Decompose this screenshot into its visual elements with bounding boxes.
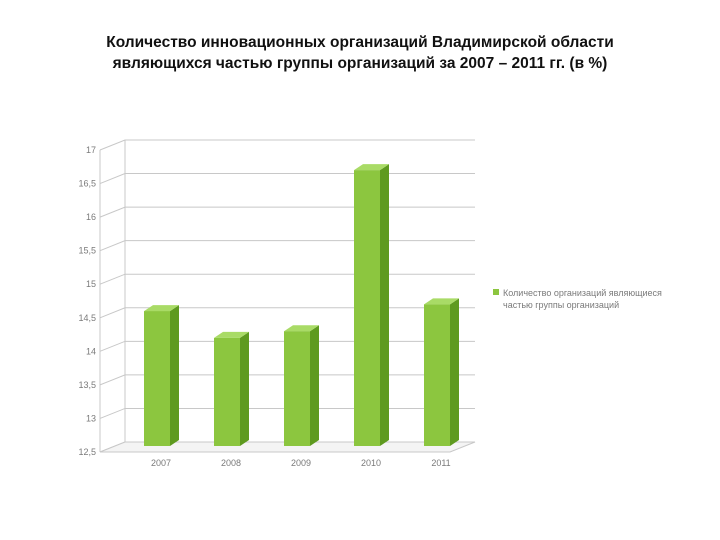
legend-swatch <box>493 289 499 295</box>
y-tick-label: 13,5 <box>78 380 96 390</box>
legend-label-line-2: частью группы организаций <box>503 300 619 310</box>
bar-front <box>144 311 170 446</box>
bar-side <box>240 331 249 446</box>
x-tick-label: 2010 <box>361 458 381 468</box>
bar-top <box>214 331 249 338</box>
bar-front <box>214 337 240 446</box>
y-tick-label: 14,5 <box>78 313 96 323</box>
bar <box>214 331 249 446</box>
gridline <box>99 173 475 185</box>
bar-front <box>354 170 380 446</box>
bar-side <box>310 325 319 446</box>
chart-title: Количество инновационных организаций Вла… <box>60 32 660 74</box>
gridline <box>99 206 475 218</box>
bar-top <box>144 305 179 312</box>
gridline <box>99 273 475 285</box>
x-tick-label: 2009 <box>291 458 311 468</box>
y-tick-label: 13 <box>86 413 96 423</box>
y-tick-label: 15,5 <box>78 246 96 256</box>
bar <box>144 305 179 446</box>
x-tick-label: 2008 <box>221 458 241 468</box>
bar-top <box>354 164 389 171</box>
y-tick-label: 17 <box>86 145 96 155</box>
y-tick-label: 16,5 <box>78 179 96 189</box>
x-tick-labels: 2007 2008 2009 2010 2011 <box>151 458 451 468</box>
bar-top <box>424 298 459 305</box>
y-tick-label: 15 <box>86 279 96 289</box>
bar-top <box>284 325 319 332</box>
chart-title-line-2: являющихся частью группы организаций за … <box>112 55 608 72</box>
bar-side <box>170 305 179 446</box>
bar-front <box>284 331 310 446</box>
y-tick-label: 16 <box>86 212 96 222</box>
bar <box>424 298 459 446</box>
legend-label-line-1: Количество организаций являющиеся <box>503 288 662 298</box>
legend: Количество организаций являющиеся частью… <box>493 288 662 310</box>
y-tick-label: 14 <box>86 346 96 356</box>
gridline <box>99 139 475 151</box>
bars <box>144 164 459 446</box>
chart-title-line-1: Количество инновационных организаций Вла… <box>106 34 614 51</box>
x-tick-label: 2007 <box>151 458 171 468</box>
bar <box>354 164 389 446</box>
x-tick-label: 2011 <box>431 458 450 468</box>
bar-front <box>424 304 450 446</box>
bar-side <box>450 298 459 446</box>
y-tick-label: 12,5 <box>78 447 96 457</box>
bar-side <box>380 164 389 446</box>
gridline <box>99 240 475 252</box>
bar <box>284 325 319 446</box>
y-tick-labels: 17 16,5 16 15,5 15 14,5 14 13,5 13 12,5 <box>78 145 96 457</box>
